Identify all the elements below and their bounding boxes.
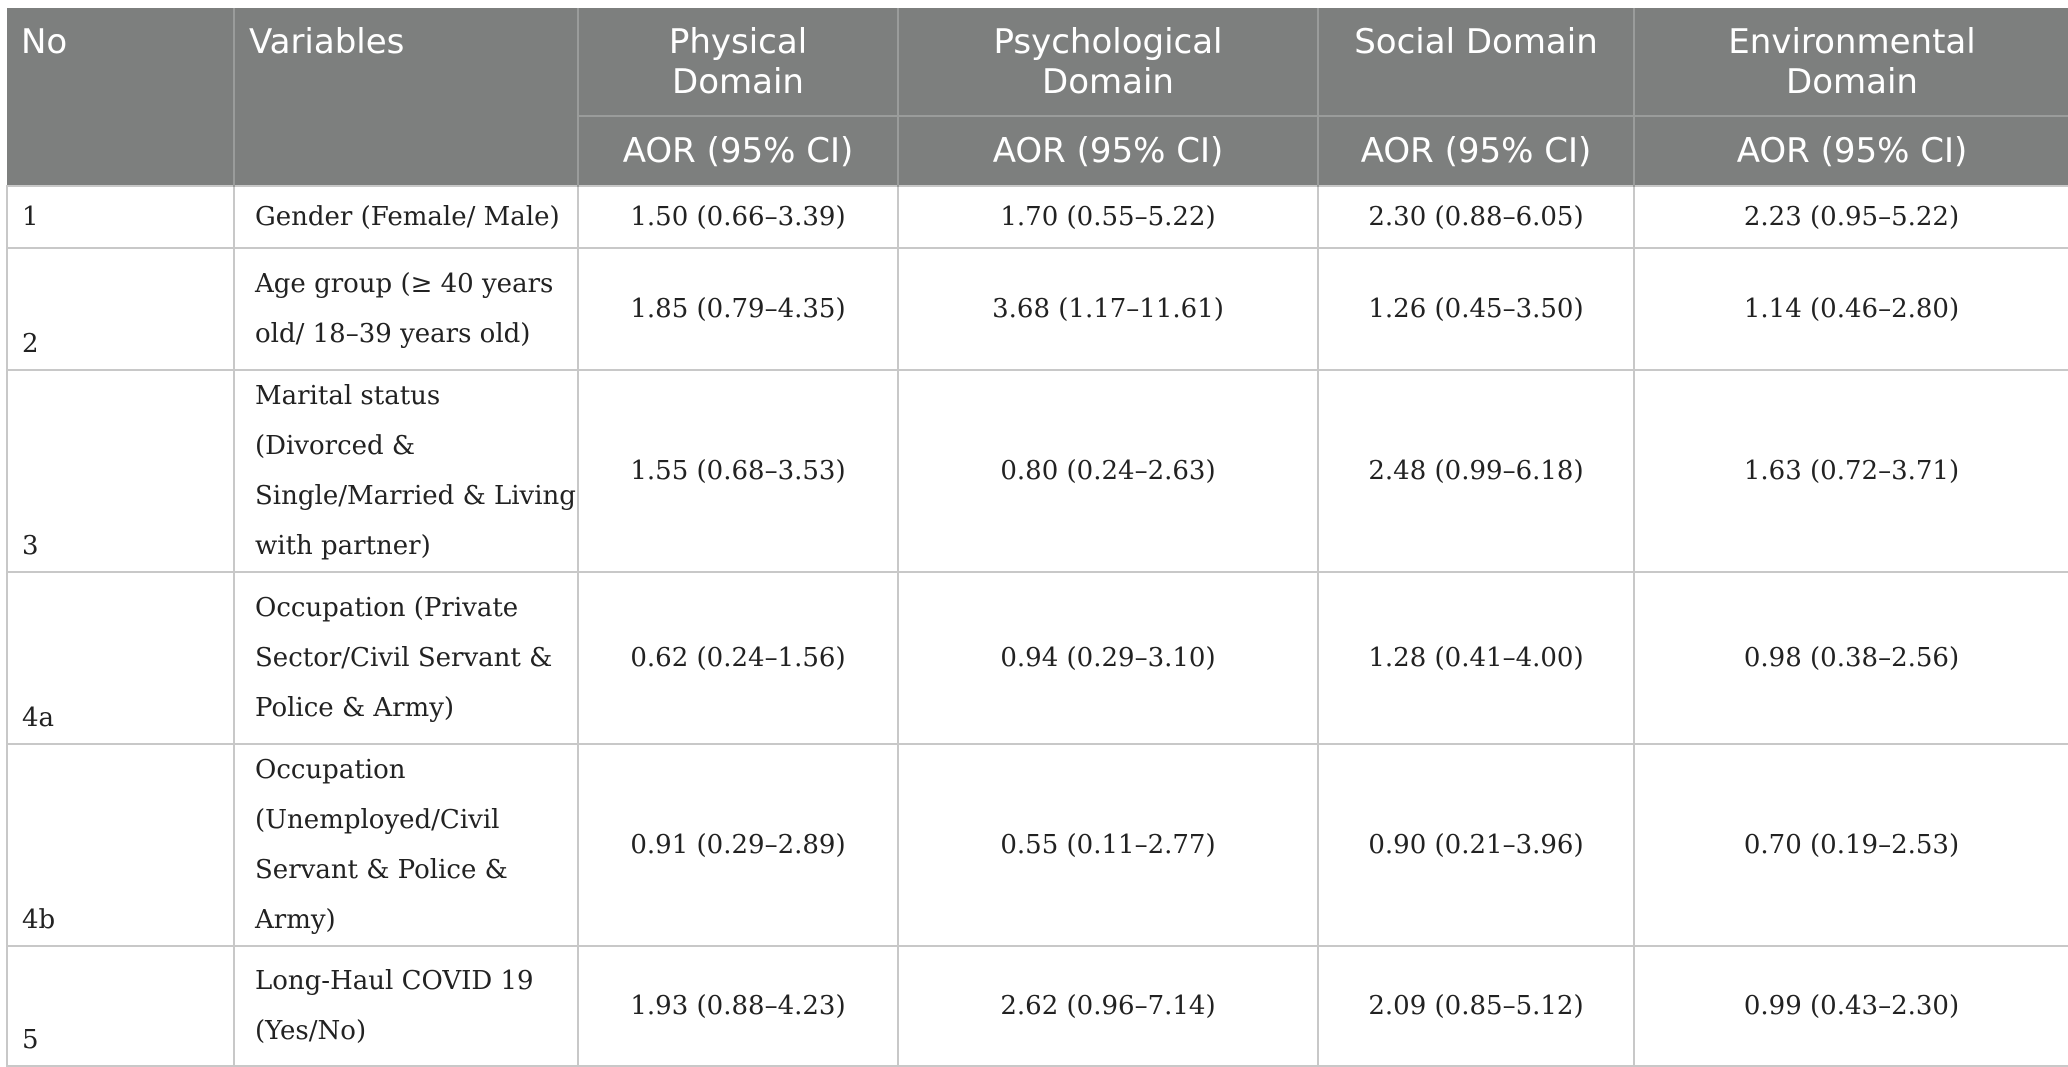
row-variable: Gender (Female/ Male) <box>233 185 579 249</box>
table-row: 5 Long-Haul COVID 19 (Yes/No) 1.93 (0.88… <box>6 945 2068 1067</box>
header-psychological: Psychological Domain <box>898 8 1319 116</box>
table-body: 1 Gender (Female/ Male) 1.50 (0.66–3.39)… <box>6 185 2068 1067</box>
cell-social: 2.48 (0.99–6.18) <box>1317 369 1635 573</box>
row-number: 4b <box>6 743 235 947</box>
header-physical: Physical Domain <box>578 8 899 116</box>
cell-social: 1.28 (0.41–4.00) <box>1317 571 1635 745</box>
header-social-aor: AOR (95% CI) <box>1318 115 1635 186</box>
cell-physical: 1.55 (0.68–3.53) <box>577 369 899 573</box>
row-variable: Occupation (Private Sector/Civil Servant… <box>233 571 579 745</box>
cell-psychological: 0.94 (0.29–3.10) <box>897 571 1319 745</box>
table-header: No Variables Physical Domain Psychologic… <box>7 8 2068 186</box>
cell-physical: 0.91 (0.29–2.89) <box>577 743 899 947</box>
cell-social: 2.09 (0.85–5.12) <box>1317 945 1635 1067</box>
row-number: 4a <box>6 571 235 745</box>
row-number: 3 <box>6 369 235 573</box>
header-physical-aor: AOR (95% CI) <box>578 115 899 186</box>
header-environmental: Environmental Domain <box>1634 8 2068 116</box>
row-variable: Long-Haul COVID 19 (Yes/No) <box>233 945 579 1067</box>
cell-psychological: 1.70 (0.55–5.22) <box>897 185 1319 249</box>
cell-psychological: 3.68 (1.17–11.61) <box>897 247 1319 371</box>
header-environmental-aor: AOR (95% CI) <box>1634 115 2068 186</box>
cell-physical: 1.93 (0.88–4.23) <box>577 945 899 1067</box>
header-variables: Variables <box>234 8 579 186</box>
cell-social: 0.90 (0.21–3.96) <box>1317 743 1635 947</box>
cell-social: 2.30 (0.88–6.05) <box>1317 185 1635 249</box>
table-row: 3 Marital status (Divorced & Single/Marr… <box>6 369 2068 573</box>
row-variable: Marital status (Divorced & Single/Marrie… <box>233 369 579 573</box>
cell-environmental: 1.63 (0.72–3.71) <box>1633 369 2068 573</box>
row-variable: Occupation (Unemployed/Civil Servant & P… <box>233 743 579 947</box>
cell-social: 1.26 (0.45–3.50) <box>1317 247 1635 371</box>
cell-environmental: 2.23 (0.95–5.22) <box>1633 185 2068 249</box>
table-row: 2 Age group (≥ 40 years old/ 18–39 years… <box>6 247 2068 371</box>
header-no: No <box>7 8 235 186</box>
results-table: No Variables Physical Domain Psychologic… <box>6 8 2068 1067</box>
cell-physical: 1.50 (0.66–3.39) <box>577 185 899 249</box>
row-number: 2 <box>6 247 235 371</box>
row-number: 5 <box>6 945 235 1067</box>
cell-environmental: 1.14 (0.46–2.80) <box>1633 247 2068 371</box>
cell-environmental: 0.98 (0.38–2.56) <box>1633 571 2068 745</box>
cell-psychological: 2.62 (0.96–7.14) <box>897 945 1319 1067</box>
table-row: 4b Occupation (Unemployed/Civil Servant … <box>6 743 2068 947</box>
header-social: Social Domain <box>1318 8 1635 116</box>
cell-physical: 1.85 (0.79–4.35) <box>577 247 899 371</box>
cell-environmental: 0.70 (0.19–2.53) <box>1633 743 2068 947</box>
cell-psychological: 0.80 (0.24–2.63) <box>897 369 1319 573</box>
table-row: 4a Occupation (Private Sector/Civil Serv… <box>6 571 2068 745</box>
row-variable: Age group (≥ 40 years old/ 18–39 years o… <box>233 247 579 371</box>
cell-psychological: 0.55 (0.11–2.77) <box>897 743 1319 947</box>
cell-environmental: 0.99 (0.43–2.30) <box>1633 945 2068 1067</box>
table-row: 1 Gender (Female/ Male) 1.50 (0.66–3.39)… <box>6 185 2068 249</box>
header-psychological-aor: AOR (95% CI) <box>898 115 1319 186</box>
row-number: 1 <box>6 185 235 249</box>
cell-physical: 0.62 (0.24–1.56) <box>577 571 899 745</box>
